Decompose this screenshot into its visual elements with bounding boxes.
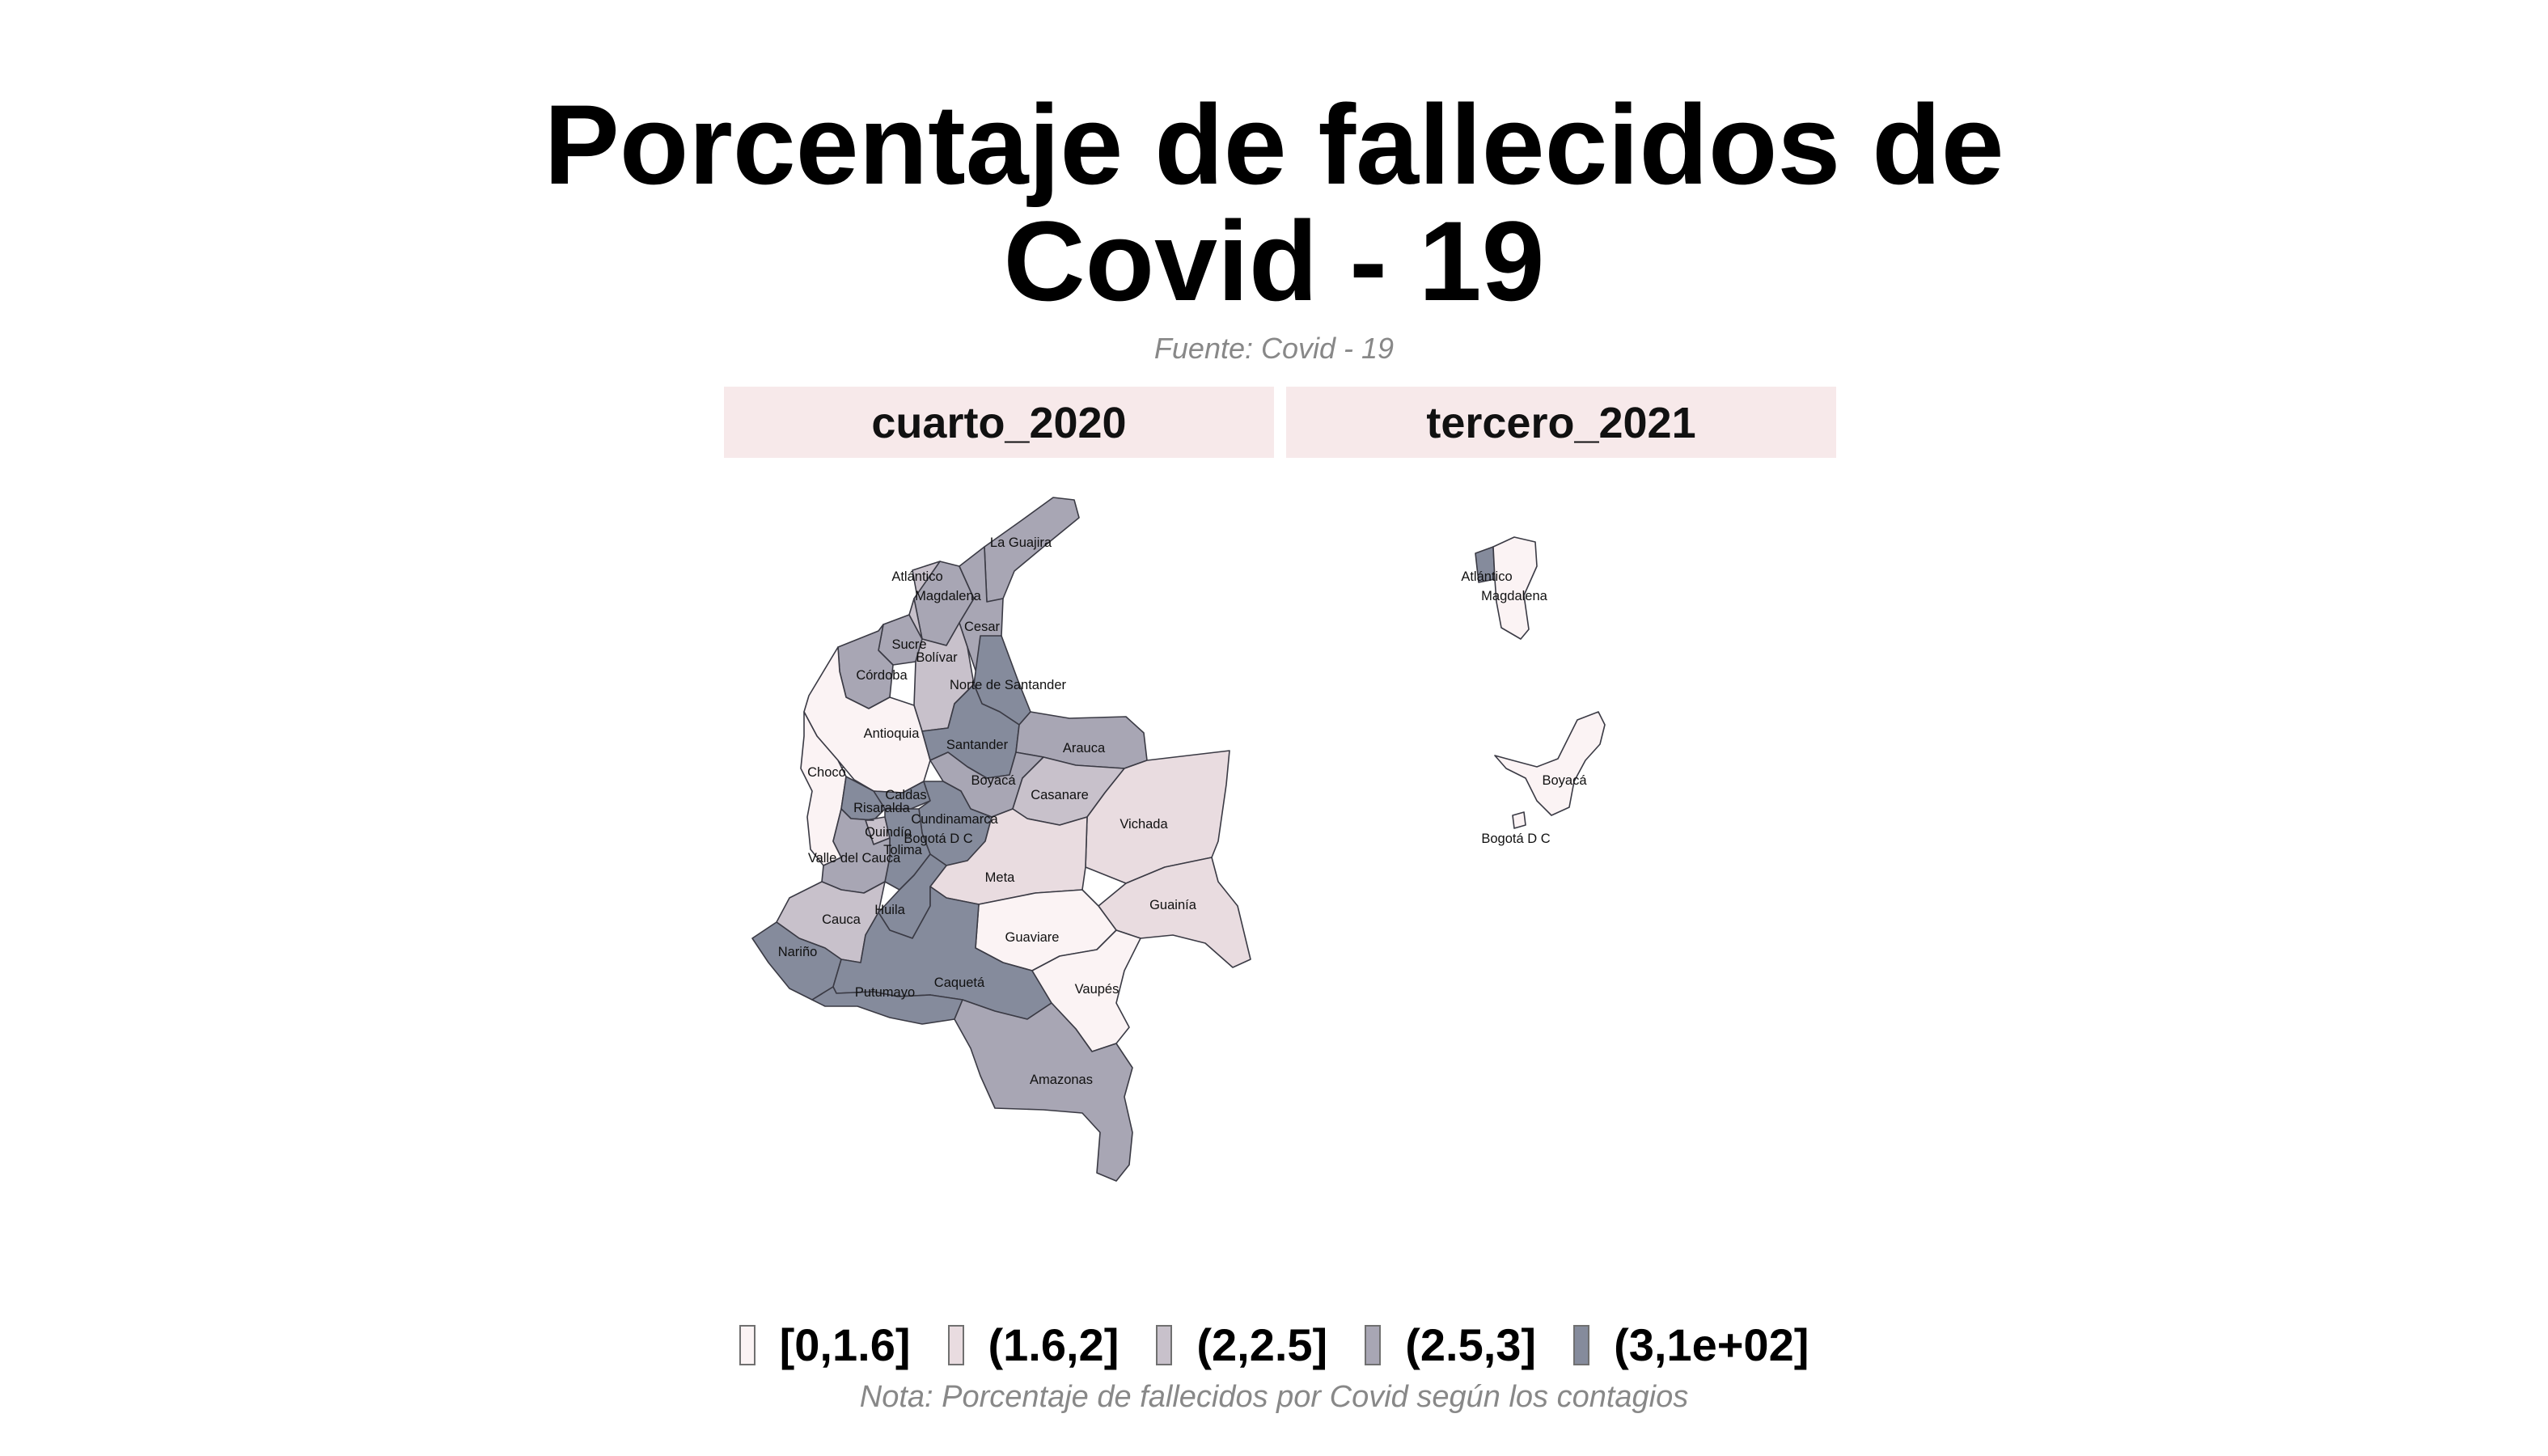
region-label-sucre: Sucre	[891, 637, 926, 652]
map-panel-tercero-2021: Atlántico Magdalena Boyacá Bogotá D C	[1461, 536, 1606, 846]
region-bogota-d-c	[1512, 811, 1526, 829]
region-boyaca	[1494, 711, 1606, 816]
chart-title-line2: Covid - 19	[1003, 197, 1545, 324]
legend-swatch	[739, 1324, 756, 1365]
chart-subtitle: Fuente: Covid - 19	[1153, 332, 1395, 365]
facet-strip-tercero-2021: tercero_2021	[1286, 387, 1836, 458]
legend-label: (3,1e+02]	[1614, 1319, 1809, 1370]
region-amazonas	[954, 999, 1133, 1182]
region-label-cundinamarca: Cundinamarca	[911, 812, 998, 827]
region-label-bolivar: Bolívar	[916, 650, 958, 665]
region-label-magdalena: Magdalena	[915, 589, 981, 603]
region-label-narino: Nariño	[778, 945, 818, 959]
region-label-valle-del-cauca: Valle del Cauca	[808, 851, 901, 866]
legend: [0,1.6] (1.6,2] (2,2.5] (2.5,3] (3,1e+02…	[0, 1318, 2548, 1371]
legend-swatch	[1365, 1324, 1382, 1365]
legend-label: (2,2.5]	[1196, 1319, 1328, 1370]
region-magdalena	[1492, 536, 1538, 640]
legend-item: (1.6,2]	[947, 1318, 1120, 1371]
region-label-la-guajira: La Guajira	[990, 535, 1052, 550]
region-label-tolima: Tolima	[883, 843, 923, 857]
map-panel-cuarto-2020: La GuajiraAtlánticoMagdalenaCesarSucreBo…	[751, 497, 1251, 1182]
region-label-cauca: Cauca	[822, 912, 861, 927]
region-label-cordoba: Córdoba	[856, 668, 908, 683]
region-label-antioquia: Antioquia	[864, 726, 921, 741]
region-label-bogota-d-c: Bogotá D C	[904, 832, 972, 846]
region-label-quindio: Quindío	[865, 825, 912, 840]
region-label-huila: Huila	[874, 903, 905, 917]
legend-item: [0,1.6]	[739, 1318, 911, 1371]
region-label-risaralda: Risaralda	[853, 801, 911, 815]
region-label-caldas: Caldas	[885, 788, 926, 802]
region-label-boyaca: Boyacá	[971, 773, 1016, 788]
region-label-guainia: Guainía	[1149, 898, 1197, 912]
region-label-putumayo: Putumayo	[855, 985, 915, 1000]
legend-label: [0,1.6]	[779, 1319, 911, 1370]
region-label-norte-de-santander: Norte de Santander	[950, 678, 1067, 692]
region-label-caqueta: Caquetá	[934, 976, 985, 990]
region-label-atlantico: Atlántico	[891, 569, 942, 584]
region-label-amazonas: Amazonas	[1030, 1073, 1093, 1087]
legend-item: (2.5,3]	[1365, 1318, 1536, 1371]
region-label-vaupes: Vaupés	[1075, 982, 1120, 997]
region-label-casanare: Casanare	[1031, 788, 1089, 802]
legend-label: (2.5,3]	[1405, 1319, 1537, 1370]
region-label-arauca: Arauca	[1063, 741, 1106, 756]
region-label-cesar: Cesar	[964, 620, 1001, 634]
region-label-meta: Meta	[985, 870, 1016, 885]
region-label-santander: Santander	[946, 738, 1009, 752]
region-label-boyaca: Boyacá	[1542, 773, 1587, 788]
legend-item: (3,1e+02]	[1573, 1318, 1809, 1371]
region-label-bogota-d-c: Bogotá D C	[1481, 832, 1550, 846]
region-label-vichada: Vichada	[1120, 817, 1168, 832]
region-label-atlantico: Atlántico	[1461, 569, 1512, 584]
legend-label: (1.6,2]	[988, 1319, 1120, 1370]
region-label-magdalena: Magdalena	[1481, 589, 1547, 603]
legend-item: (2,2.5]	[1156, 1318, 1327, 1371]
region-label-guaviare: Guaviare	[1005, 930, 1060, 945]
facet-strip-cuarto-2020: cuarto_2020	[724, 387, 1274, 458]
region-label-choco: Chocó	[807, 765, 846, 780]
chart-title-line1: Porcentaje de fallecidos de	[544, 81, 2004, 208]
legend-swatch	[947, 1324, 964, 1365]
legend-swatch	[1573, 1324, 1590, 1365]
legend-swatch	[1156, 1324, 1173, 1365]
caption-note: Nota: Porcentaje de fallecidos por Covid…	[859, 1380, 1689, 1414]
